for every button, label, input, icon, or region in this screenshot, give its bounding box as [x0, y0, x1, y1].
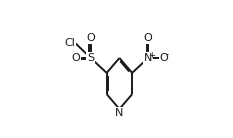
Text: N: N: [115, 108, 123, 118]
Text: +: +: [148, 51, 155, 59]
Text: O: O: [144, 33, 152, 43]
Text: -: -: [166, 51, 169, 59]
Text: O: O: [86, 33, 95, 43]
Text: Cl: Cl: [64, 38, 75, 48]
Text: O: O: [160, 53, 168, 63]
Text: O: O: [72, 53, 80, 63]
Text: N: N: [144, 53, 152, 63]
Text: S: S: [87, 53, 94, 63]
